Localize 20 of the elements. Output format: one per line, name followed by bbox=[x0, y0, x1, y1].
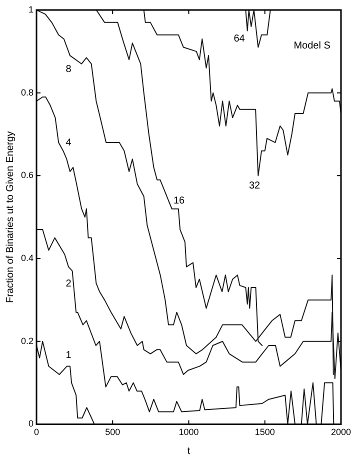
x-axis-title: t bbox=[187, 446, 190, 457]
annotation: 8 bbox=[66, 64, 72, 75]
x-tick-label: 500 bbox=[105, 427, 120, 438]
y-tick-label: 1 bbox=[28, 4, 34, 14]
y-tick-label: 0.4 bbox=[20, 253, 34, 264]
annotation: 4 bbox=[66, 138, 72, 149]
y-tick-label: 0.6 bbox=[20, 170, 34, 180]
annotation: 64 bbox=[234, 34, 246, 45]
annotation: 1 bbox=[66, 350, 72, 361]
x-tick-label: 2000 bbox=[330, 427, 352, 438]
annotation: 32 bbox=[248, 180, 261, 192]
annotation: 2 bbox=[66, 278, 72, 290]
x-tick-label: 1500 bbox=[254, 427, 275, 438]
y-tick-label: 0.2 bbox=[20, 336, 34, 346]
annotation: 16 bbox=[173, 196, 186, 207]
annotation: Model S bbox=[294, 40, 331, 52]
y-axis-title: Fraction of Binaries ut to Given Energy bbox=[4, 131, 16, 303]
y-tick-label: 0 bbox=[28, 418, 34, 429]
x-tick-label: 1000 bbox=[178, 427, 199, 438]
y-tick-label: 0.8 bbox=[20, 87, 34, 98]
